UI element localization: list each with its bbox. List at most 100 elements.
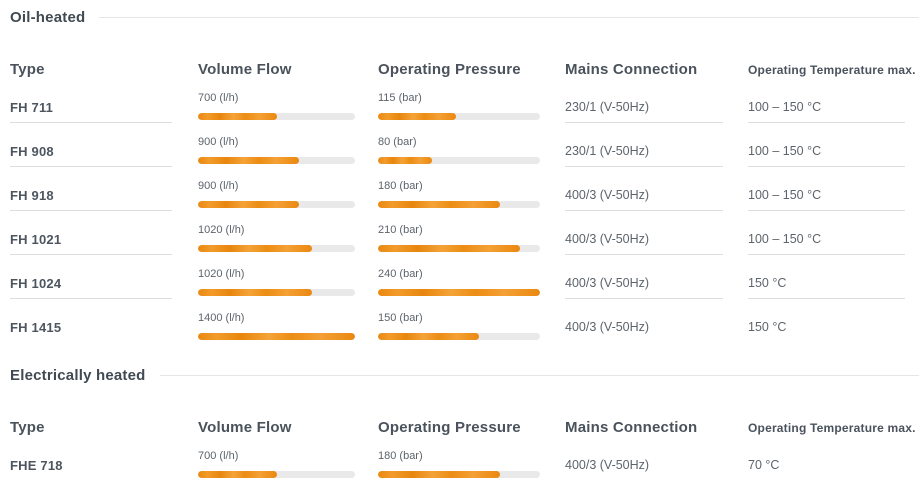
type-cell: FHE 718 — [10, 457, 63, 473]
operating-pressure-bar-track — [378, 201, 540, 208]
type-cell: FH 1415 — [10, 319, 62, 335]
operating-pressure-bar-fill — [378, 333, 480, 340]
col-header-type: Type — [10, 419, 45, 436]
product-section: Oil-heated Type Volume Flow Operating Pr… — [10, 4, 919, 349]
operating-temperature-value: 150 °C — [748, 261, 919, 305]
mains-connection-value: 230/1 (V-50Hz) — [565, 129, 748, 173]
operating-pressure-label: 210 (bar) — [378, 224, 423, 236]
type-cell: FH 711 — [10, 85, 198, 129]
volume-flow-cell: 1020 (l/h) — [198, 261, 378, 305]
column-header-row: Type Volume Flow Operating Pressure Main… — [10, 419, 919, 436]
operating-pressure-cell: 240 (bar) — [378, 261, 565, 305]
operating-pressure-cell: 180 (bar) — [378, 173, 565, 217]
operating-temperature-value: 100 – 150 °C — [748, 173, 919, 217]
table-row: FHE 718 700 (l/h) 180 (bar) 400/3 (V-50H… — [10, 443, 919, 487]
mains-connection-value: 400/3 (V-50Hz) — [565, 261, 748, 305]
type-cell: FH 1024 — [10, 261, 198, 305]
operating-temperature-value: 150 °C — [748, 320, 787, 334]
col-header-operating-temperature: Operating Temperature max. — [748, 62, 916, 77]
spec-tables: Oil-heated Type Volume Flow Operating Pr… — [0, 4, 919, 487]
volume-flow-bar-fill — [198, 157, 299, 164]
volume-flow-cell: 700 (l/h) — [198, 85, 378, 129]
operating-pressure-cell: 80 (bar) — [378, 129, 565, 173]
volume-flow-label: 700 (l/h) — [198, 92, 239, 104]
col-header-mains-connection: Mains Connection — [565, 61, 698, 78]
operating-pressure-bar-track — [378, 157, 540, 164]
table-row: FH 1024 1020 (l/h) 240 (bar) 400/3 (V-50… — [10, 261, 919, 305]
section-title: Electrically heated — [10, 366, 146, 384]
operating-pressure-bar-fill — [378, 289, 540, 296]
volume-flow-bar-fill — [198, 113, 277, 120]
type-cell: FH 1021 — [10, 217, 198, 261]
volume-flow-bar-fill — [198, 333, 355, 340]
operating-temperature-value: 100 – 150 °C — [748, 217, 919, 261]
volume-flow-cell: 1020 (l/h) — [198, 217, 378, 261]
operating-temperature-value: 100 – 150 °C — [748, 85, 919, 129]
mains-connection-value: 400/3 (V-50Hz) — [565, 217, 748, 261]
volume-flow-bar-fill — [198, 289, 313, 296]
section-header: Oil-heated — [10, 4, 919, 30]
operating-pressure-label: 80 (bar) — [378, 136, 417, 148]
product-section: Electrically heated Type Volume Flow Ope… — [10, 362, 919, 487]
type-cell: FH 918 — [10, 173, 198, 217]
mains-connection-value: 400/3 (V-50Hz) — [565, 458, 650, 472]
mains-connection-value: 230/1 (V-50Hz) — [565, 85, 748, 129]
operating-pressure-label: 115 (bar) — [378, 92, 422, 104]
section-header: Electrically heated — [10, 362, 919, 388]
mains-connection-value: 400/3 (V-50Hz) — [565, 173, 748, 217]
operating-pressure-bar-track — [378, 245, 540, 252]
operating-pressure-cell: 210 (bar) — [378, 217, 565, 261]
operating-pressure-bar-fill — [378, 157, 432, 164]
table-row: FH 908 900 (l/h) 80 (bar) 230/1 (V-50Hz)… — [10, 129, 919, 173]
operating-pressure-label: 240 (bar) — [378, 268, 423, 280]
volume-flow-label: 1400 (l/h) — [198, 312, 245, 324]
operating-pressure-bar-track — [378, 333, 540, 340]
operating-pressure-bar-fill — [378, 113, 456, 120]
section-rows: FH 711 700 (l/h) 115 (bar) 230/1 (V-50Hz… — [10, 85, 919, 349]
operating-pressure-bar-track — [378, 471, 540, 478]
volume-flow-label: 1020 (l/h) — [198, 224, 245, 236]
volume-flow-bar-track — [198, 333, 355, 340]
volume-flow-bar-track — [198, 113, 355, 120]
volume-flow-label: 900 (l/h) — [198, 136, 239, 148]
operating-pressure-cell: 180 (bar) — [378, 443, 565, 487]
volume-flow-cell: 700 (l/h) — [198, 443, 378, 487]
col-header-operating-pressure: Operating Pressure — [378, 61, 521, 78]
section-title-rule — [99, 16, 919, 18]
operating-temperature-value: 100 – 150 °C — [748, 129, 919, 173]
type-cell: FH 908 — [10, 129, 198, 173]
table-row: FH 1021 1020 (l/h) 210 (bar) 400/3 (V-50… — [10, 217, 919, 261]
operating-pressure-bar-fill — [378, 245, 520, 252]
col-header-operating-temperature: Operating Temperature max. — [748, 420, 916, 435]
col-header-volume-flow: Volume Flow — [198, 419, 292, 436]
operating-pressure-bar-track — [378, 113, 540, 120]
operating-pressure-label: 150 (bar) — [378, 312, 423, 324]
volume-flow-bar-fill — [198, 471, 277, 478]
section-rows: FHE 718 700 (l/h) 180 (bar) 400/3 (V-50H… — [10, 443, 919, 487]
volume-flow-bar-track — [198, 471, 355, 478]
table-row: FH 918 900 (l/h) 180 (bar) 400/3 (V-50Hz… — [10, 173, 919, 217]
volume-flow-bar-fill — [198, 201, 299, 208]
table-row: FH 1415 1400 (l/h) 150 (bar) 400/3 (V-50… — [10, 305, 919, 349]
operating-pressure-bar-fill — [378, 201, 500, 208]
col-header-mains-connection: Mains Connection — [565, 419, 698, 436]
operating-temperature-value: 70 °C — [748, 458, 780, 472]
section-title: Oil-heated — [10, 8, 86, 26]
operating-pressure-bar-track — [378, 289, 540, 296]
operating-pressure-label: 180 (bar) — [378, 180, 423, 192]
volume-flow-bar-track — [198, 289, 355, 296]
column-header-row: Type Volume Flow Operating Pressure Main… — [10, 61, 919, 78]
operating-pressure-label: 180 (bar) — [378, 450, 423, 462]
volume-flow-bar-track — [198, 201, 355, 208]
mains-connection-value: 400/3 (V-50Hz) — [565, 320, 650, 334]
section-title-rule — [159, 374, 919, 376]
operating-pressure-bar-fill — [378, 471, 500, 478]
col-header-volume-flow: Volume Flow — [198, 61, 292, 78]
col-header-type: Type — [10, 61, 45, 78]
volume-flow-bar-track — [198, 245, 355, 252]
volume-flow-label: 1020 (l/h) — [198, 268, 245, 280]
volume-flow-cell: 900 (l/h) — [198, 129, 378, 173]
table-row: FH 711 700 (l/h) 115 (bar) 230/1 (V-50Hz… — [10, 85, 919, 129]
volume-flow-cell: 900 (l/h) — [198, 173, 378, 217]
volume-flow-bar-fill — [198, 245, 313, 252]
